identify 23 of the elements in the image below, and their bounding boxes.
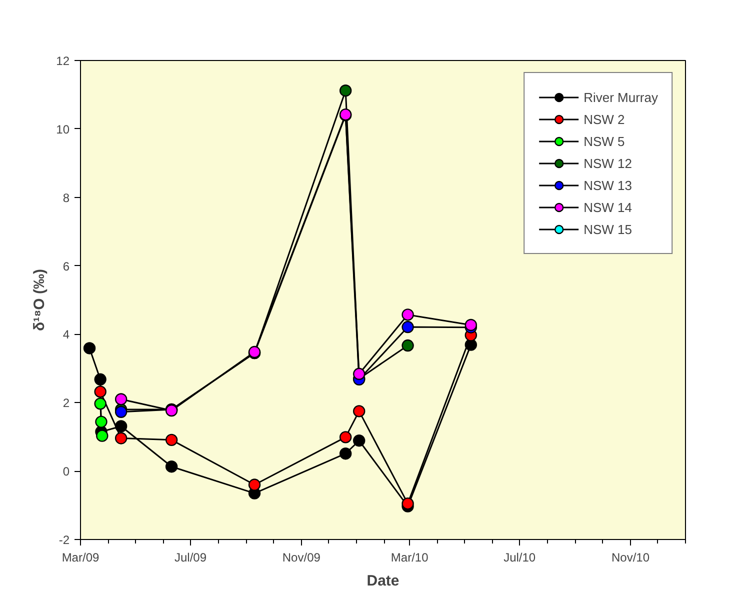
y-tick-label: 2: [62, 396, 70, 410]
x-tick-label: Jul/09: [174, 550, 207, 564]
legend-label: NSW 12: [584, 156, 632, 170]
y-tick-label: 4: [62, 328, 70, 342]
y-tick-label: 0: [62, 464, 70, 479]
y-tick-label: -2: [58, 533, 70, 547]
legend-label: NSW 5: [584, 134, 625, 148]
legend-label: River Murray: [584, 90, 658, 104]
y-tick-label: 12: [56, 54, 70, 68]
x-axis-title: Date: [366, 572, 400, 590]
y-axis-title: δ¹⁸O (‰): [31, 268, 48, 332]
legend-label: NSW 13: [584, 178, 632, 192]
legend-label: NSW 15: [584, 222, 632, 236]
y-tick-label: 6: [62, 259, 70, 274]
x-tick-label: Mar/10: [390, 550, 429, 564]
x-tick-label: Nov/09: [282, 550, 321, 564]
legend-label: NSW 14: [584, 200, 632, 214]
x-tick-label: Jul/10: [504, 550, 536, 564]
legend-label: NSW 2: [584, 112, 625, 126]
y-tick-label: 10: [56, 122, 70, 136]
y-tick-label: 8: [62, 190, 70, 205]
x-tick-label: Mar/09: [62, 550, 100, 564]
x-tick-label: Nov/10: [611, 550, 650, 564]
